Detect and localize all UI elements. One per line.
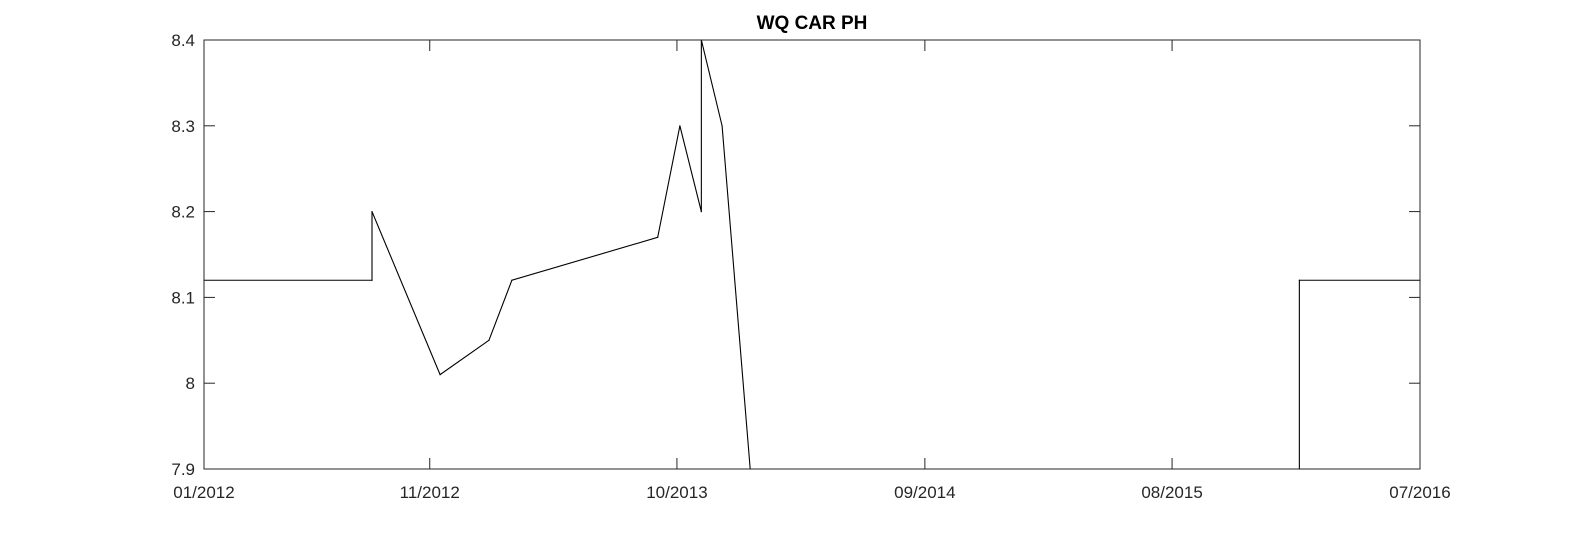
data-point xyxy=(721,125,723,127)
x-tick-label: 08/2015 xyxy=(1141,483,1202,502)
y-tick-label: 7.9 xyxy=(171,460,195,479)
x-tick-label: 10/2013 xyxy=(646,483,707,502)
y-tick-label: 8.2 xyxy=(171,203,195,222)
plot-area xyxy=(204,40,1420,469)
y-tick-label: 8 xyxy=(186,374,195,393)
data-point xyxy=(371,279,373,281)
data-point xyxy=(488,339,490,341)
y-tick-label: 8.3 xyxy=(171,117,195,136)
data-point xyxy=(439,374,441,376)
data-point xyxy=(679,125,681,127)
axes-box xyxy=(203,39,1421,470)
y-tick-label: 8.4 xyxy=(171,31,195,50)
data-point xyxy=(700,211,702,213)
x-tick-label: 11/2012 xyxy=(400,483,460,502)
data-point xyxy=(1298,279,1300,281)
y-tick-label: 8.1 xyxy=(171,288,195,307)
data-point xyxy=(657,236,659,238)
x-tick-label: 01/2012 xyxy=(173,483,234,502)
chart-title: WQ CAR PH xyxy=(757,13,868,34)
data-point xyxy=(371,211,373,213)
x-tick-label: 09/2014 xyxy=(894,483,955,502)
data-point xyxy=(511,279,513,281)
x-tick-label: 07/2016 xyxy=(1389,483,1450,502)
